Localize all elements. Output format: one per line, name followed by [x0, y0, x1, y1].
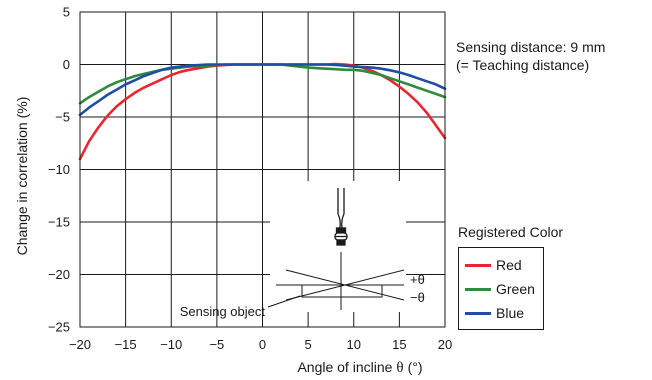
legend-item-red: Red: [465, 253, 543, 277]
sensing-distance-line: Sensing distance: 9 mm: [456, 39, 606, 55]
legend-swatch-red: [465, 263, 491, 267]
y-tick-label: −15: [48, 215, 70, 230]
sensing-distance-note: Sensing distance: 9 mm (= Teaching dista…: [456, 38, 605, 74]
y-tick-label: −25: [48, 320, 70, 335]
series-line-blue: [78, 63, 447, 117]
y-tick-label: −20: [48, 267, 70, 282]
x-axis-label-text: Angle of incline: [297, 359, 392, 375]
x-tick-label: 10: [347, 337, 361, 352]
legend-label-green: Green: [496, 281, 535, 297]
inset-plus-theta-label: +θ: [410, 272, 425, 287]
y-tick-label: 5: [63, 5, 70, 20]
x-tick-label: 20: [438, 337, 452, 352]
sensor-icon: [334, 188, 348, 246]
x-tick-label: −5: [209, 337, 224, 352]
legend-swatch-green: [465, 287, 491, 291]
inset-object-label: Sensing object: [180, 304, 266, 319]
legend-title: Registered Color: [458, 224, 564, 240]
y-axis-label: Change in correlation (%): [14, 97, 30, 256]
incline-lines: [267, 252, 405, 310]
legend-item-blue: Blue: [465, 301, 543, 325]
x-tick-label: 0: [259, 337, 266, 352]
x-tick-label: −20: [69, 337, 91, 352]
x-axis-label: Angle of incline θ (°): [297, 359, 422, 376]
plot-frame: [79, 11, 446, 328]
y-tick-label: −10: [48, 162, 70, 177]
x-axis-label-symbol: θ: [396, 360, 403, 376]
y-tick-label: 0: [63, 57, 70, 72]
x-tick-label: 5: [305, 337, 312, 352]
inset-diagram: +θ −θ Sensing object: [180, 181, 425, 319]
x-tick-labels: −20 −15 −10 −5 0 5 10 15 20: [69, 337, 452, 352]
inset-minus-theta-label: −θ: [410, 290, 425, 305]
legend-swatch-blue: [465, 311, 491, 315]
legend: Registered Color Red Green Blue: [458, 224, 563, 330]
series-lines: [78, 62, 447, 161]
y-tick-labels: 5 0 −5 −10 −15 −20 −25: [48, 5, 70, 335]
x-axis-label-unit: (°): [408, 359, 423, 375]
legend-box: Red Green Blue: [458, 247, 544, 330]
x-tick-label: −10: [160, 337, 182, 352]
x-tick-label: 15: [392, 337, 406, 352]
legend-label-blue: Blue: [496, 305, 525, 321]
legend-label-red: Red: [496, 257, 522, 273]
legend-item-green: Green: [465, 277, 543, 301]
x-tick-label: −15: [115, 337, 137, 352]
y-tick-label: −5: [55, 110, 70, 125]
teaching-distance-line: (= Teaching distance): [456, 57, 590, 73]
